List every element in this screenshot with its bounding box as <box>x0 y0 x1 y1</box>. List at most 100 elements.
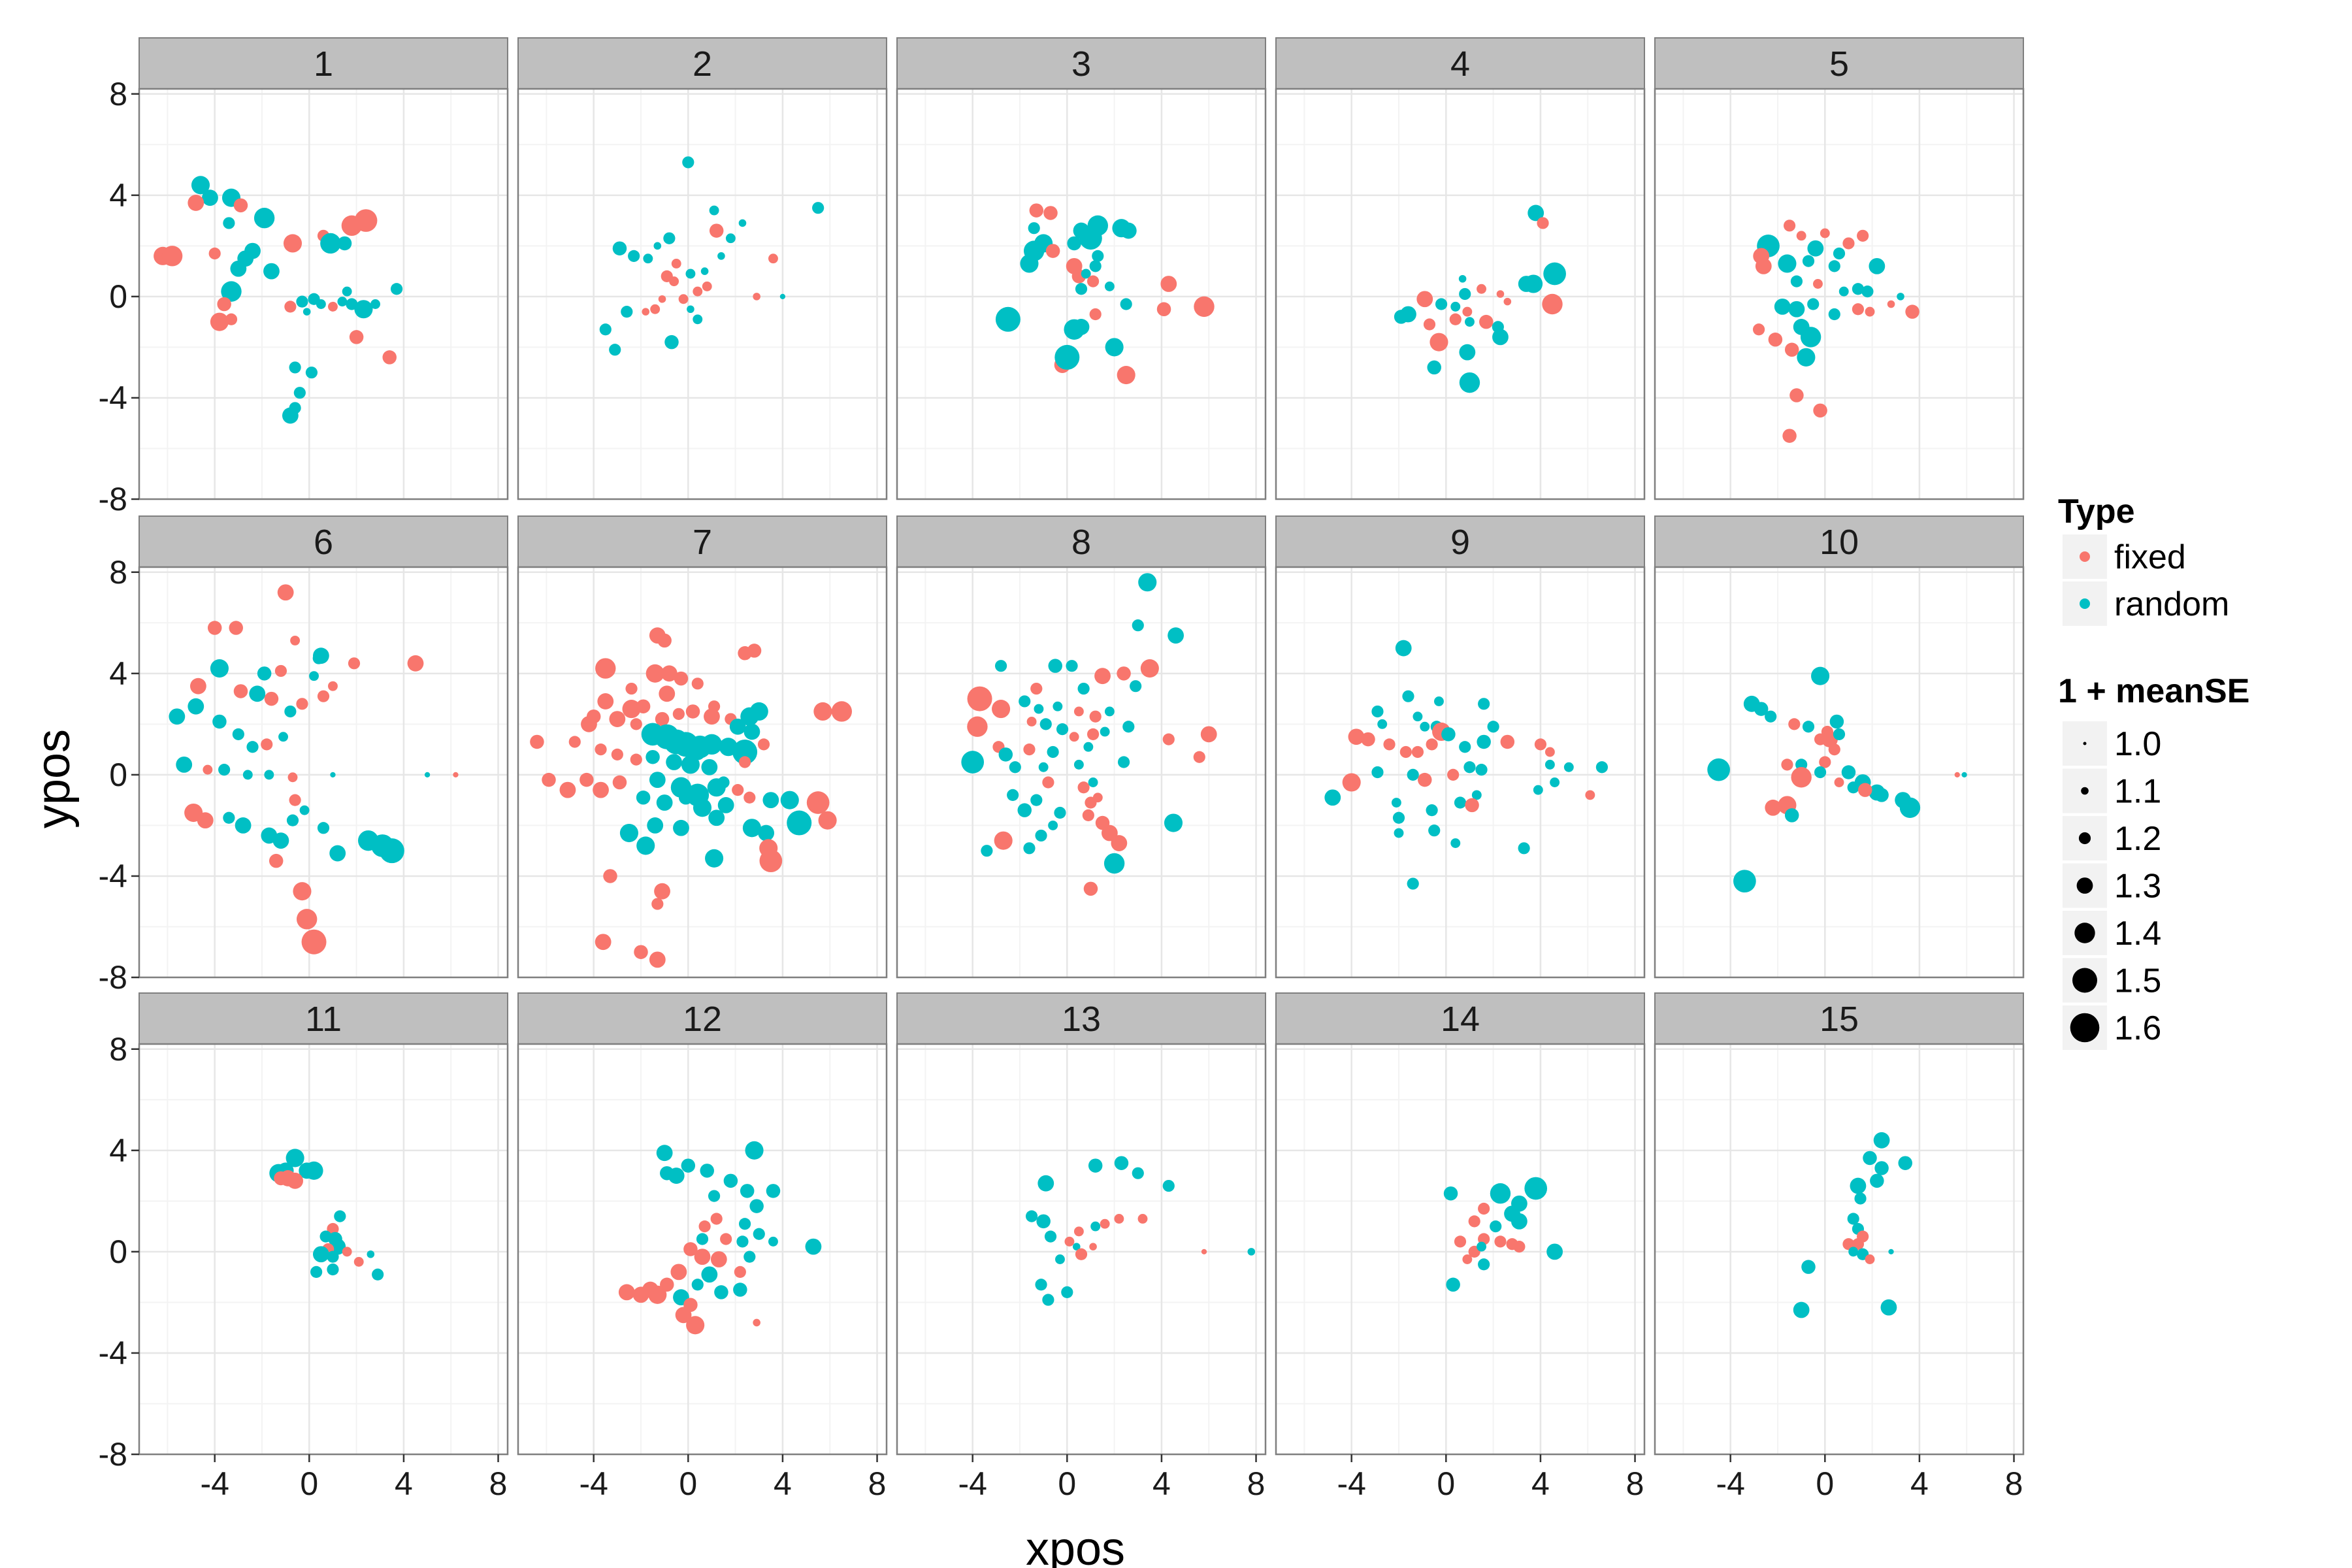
data-point-random <box>1067 236 1081 251</box>
data-point-fixed <box>738 756 751 768</box>
y-tick-label: 8 <box>109 554 127 591</box>
data-point-random <box>1061 1286 1073 1299</box>
facet-strip-label: 11 <box>305 1000 342 1039</box>
data-point-fixed <box>1842 1238 1855 1250</box>
y-tick-label: 4 <box>109 177 127 214</box>
data-point-random <box>1874 1161 1889 1175</box>
data-point-random <box>1800 327 1821 348</box>
panel-points <box>599 156 825 356</box>
data-point-random <box>1863 1151 1877 1166</box>
data-point-fixed <box>686 1316 705 1335</box>
data-point-random <box>738 219 747 227</box>
data-point-random <box>681 755 700 774</box>
data-point-fixed <box>1073 1226 1084 1237</box>
data-point-random <box>379 838 404 864</box>
data-point-random <box>223 811 235 824</box>
data-point-fixed <box>1045 244 1060 258</box>
facet-strip <box>139 37 508 90</box>
data-point-random <box>293 387 306 399</box>
data-point-fixed <box>581 715 597 732</box>
data-point-random <box>334 1210 346 1222</box>
data-point-random <box>1114 1156 1129 1170</box>
facet-strip-label: 2 <box>693 44 712 84</box>
data-point-fixed <box>1399 745 1412 759</box>
data-point-random <box>678 791 693 805</box>
facet-strip-label: 4 <box>1450 44 1470 84</box>
data-point-fixed <box>994 831 1013 850</box>
data-point-random <box>663 232 676 244</box>
facet-panel-13: 13 <box>896 992 1267 1456</box>
data-point-random <box>1371 766 1384 779</box>
data-point-fixed <box>580 772 594 787</box>
data-point-fixed <box>1194 296 1215 318</box>
data-point-random <box>1132 1167 1144 1179</box>
panel-points <box>995 203 1215 385</box>
data-point-fixed <box>1361 732 1375 747</box>
facet-panel-11: 11 <box>138 992 509 1456</box>
legend-label-fixed: fixed <box>2114 538 2186 576</box>
panel-border <box>517 88 888 500</box>
data-point-random <box>230 260 247 277</box>
data-point-random <box>1533 785 1543 795</box>
panel-border <box>138 566 509 979</box>
y-tick-label: 0 <box>109 757 127 793</box>
data-point-fixed <box>1114 1214 1124 1224</box>
data-point-random <box>1788 301 1805 318</box>
legend-size-swatch <box>2070 1013 2100 1043</box>
data-point-random <box>1524 1177 1548 1200</box>
data-point-random <box>286 814 299 826</box>
panel-points <box>1025 1156 1256 1306</box>
panel-background <box>1276 567 1644 977</box>
facet-strip-label: 13 <box>1062 1000 1101 1039</box>
data-point-fixed <box>1788 718 1801 730</box>
data-point-fixed <box>1094 668 1111 685</box>
data-point-fixed <box>710 1251 727 1267</box>
data-point-random <box>1465 317 1475 327</box>
panel-border <box>1275 566 1646 979</box>
data-point-fixed <box>622 700 641 719</box>
data-point-fixed <box>1783 220 1796 232</box>
data-point-fixed <box>1585 790 1595 800</box>
data-point-fixed <box>658 295 666 303</box>
data-point-fixed <box>609 711 626 727</box>
facet-panel-8: 8 <box>896 515 1267 979</box>
data-point-fixed <box>648 1285 667 1304</box>
panel-grid <box>1276 567 1644 979</box>
data-point-fixed <box>674 671 689 686</box>
data-point-random <box>709 205 719 216</box>
data-point-random <box>1054 806 1066 819</box>
data-point-random <box>1017 803 1032 817</box>
data-point-fixed <box>672 708 685 720</box>
data-point-fixed <box>1073 706 1084 717</box>
x-tick-label: 4 <box>1910 1465 1929 1502</box>
legend-size-swatch <box>2072 968 2097 993</box>
data-point-random <box>1869 257 1886 274</box>
data-point-fixed <box>1781 759 1793 771</box>
data-point-random <box>1492 329 1509 346</box>
panel-grid <box>897 1044 1266 1456</box>
data-point-random <box>312 652 325 664</box>
data-point-fixed <box>188 195 204 211</box>
data-point-fixed <box>1768 333 1783 347</box>
data-point-random <box>693 314 703 325</box>
data-point-fixed <box>453 772 459 778</box>
facet-strip <box>1654 992 2024 1045</box>
panel-grid <box>897 89 1266 500</box>
data-point-fixed <box>1887 300 1895 308</box>
data-point-random <box>733 1282 747 1297</box>
panel-points <box>1394 204 1566 393</box>
data-point-random <box>1833 728 1846 740</box>
data-point-random <box>1435 298 1448 310</box>
data-point-random <box>723 1173 738 1188</box>
data-point-random <box>609 344 621 356</box>
data-point-random <box>643 253 653 264</box>
data-point-fixed <box>685 704 700 719</box>
data-point-random <box>1407 877 1419 890</box>
data-point-random <box>994 660 1007 672</box>
data-point-fixed <box>568 736 581 748</box>
data-point-random <box>1103 853 1125 874</box>
data-point-fixed <box>317 690 330 702</box>
data-point-random <box>691 1279 704 1291</box>
facet-strip <box>517 37 887 90</box>
data-point-random <box>1088 1158 1103 1173</box>
